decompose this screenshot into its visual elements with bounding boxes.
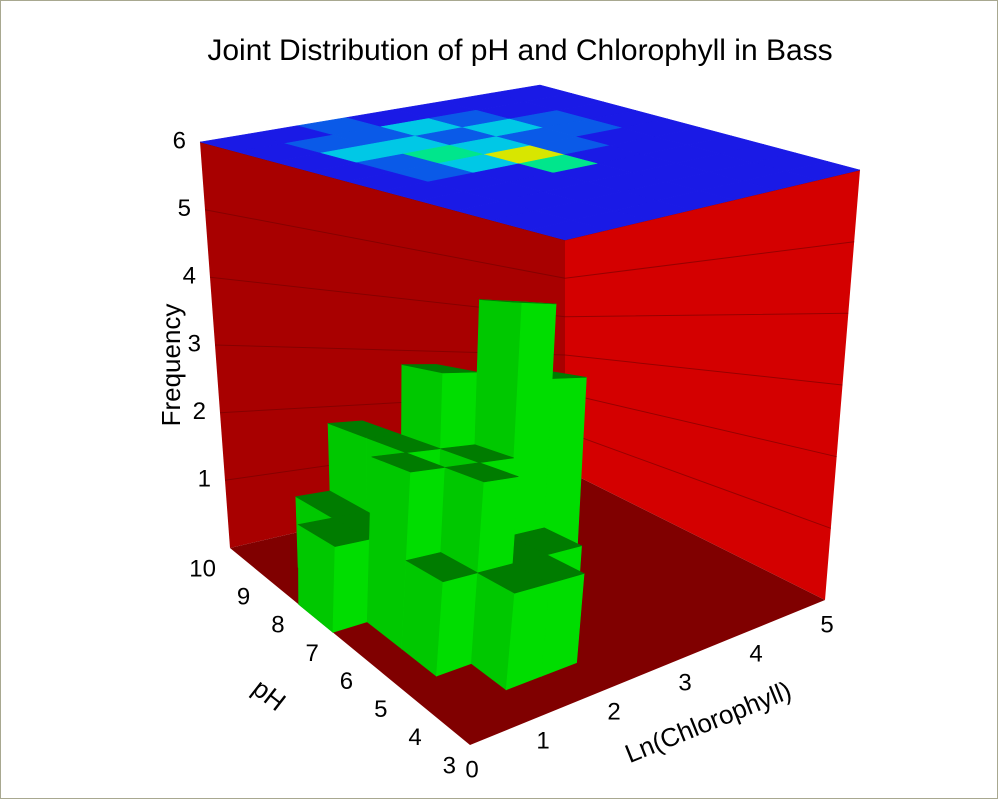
right-wall: [565, 170, 860, 600]
chart-title: Joint Distribution of pH and Chlorophyll…: [207, 34, 832, 67]
z-tick-label: 2: [193, 398, 206, 425]
bar-top-face: [405, 552, 479, 583]
bar: [401, 552, 479, 677]
bar-top-face: [297, 517, 371, 547]
x-tick-label: 4: [749, 640, 762, 667]
y-tick-label: 9: [237, 583, 250, 610]
bar-top-face: [444, 462, 519, 483]
bar-top-face: [371, 452, 446, 473]
grid-line: [204, 209, 855, 279]
z-tick-label: 1: [198, 466, 211, 493]
x-tick-label: 0: [465, 756, 478, 783]
z-axis-label: Frequency: [156, 304, 186, 427]
bar-top-face: [479, 299, 557, 305]
grid-line: [209, 276, 849, 318]
z-tick-label: 3: [188, 330, 201, 357]
y-tick-label: 8: [271, 612, 284, 639]
x-tick-label: 5: [820, 611, 833, 638]
bar-top-face: [440, 444, 514, 464]
bar: [470, 563, 551, 691]
heatmap-cell: [528, 220, 608, 241]
z-tick-label: 4: [183, 263, 196, 290]
x-tick-label: 3: [678, 669, 691, 696]
x-tick-label: 1: [536, 727, 549, 754]
x-tick-label: 2: [607, 698, 620, 725]
bar-top-face: [401, 364, 478, 374]
y-tick-label: 5: [374, 696, 387, 723]
y-tick-label: 10: [189, 555, 216, 582]
z-tick-label: 6: [173, 127, 186, 154]
bar-top-face: [366, 434, 441, 454]
bar-top-face: [476, 563, 551, 594]
y-tick-label: 4: [408, 724, 421, 751]
bar: [297, 517, 371, 634]
y-tick-label: 3: [443, 752, 456, 779]
grid-line: [214, 344, 843, 386]
y-tick-label: 6: [340, 668, 353, 695]
z-tick-label: 5: [178, 195, 191, 222]
bar-right-face: [332, 538, 370, 633]
y-tick-label: 7: [305, 640, 318, 667]
